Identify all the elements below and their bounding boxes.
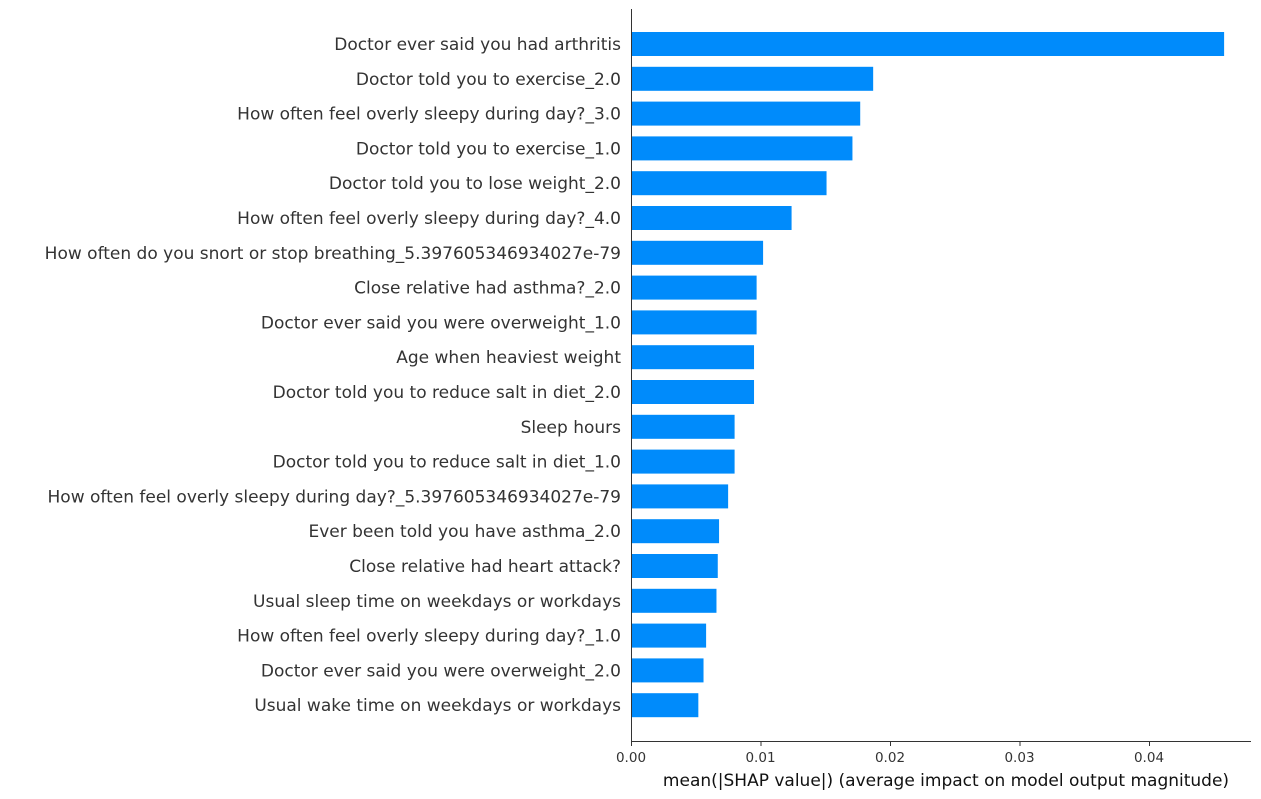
category-label-18: Doctor ever said you were overweight_2.0	[261, 661, 621, 681]
bar-16	[631, 588, 717, 613]
bar-15	[631, 554, 718, 578]
bar-18	[631, 658, 704, 683]
category-label-1: Doctor told you to exercise_2.0	[356, 70, 621, 90]
category-label-7: Close relative had asthma?_2.0	[354, 279, 621, 299]
x-axis-ticks: 0.00 0.01 0.02 0.03 0.04	[616, 741, 1164, 766]
category-label-19: Usual wake time on weekdays or workdays	[254, 696, 621, 716]
category-label-4: Doctor told you to lose weight_2.0	[329, 174, 621, 194]
category-label-6: How often do you snort or stop breathing…	[45, 244, 621, 264]
bar-10	[631, 380, 755, 404]
category-label-8: Doctor ever said you were overweight_1.0	[261, 313, 621, 333]
category-label-10: Doctor told you to reduce salt in diet_2…	[273, 383, 621, 403]
bar-13	[631, 484, 729, 509]
category-label-9: Age when heaviest weight	[396, 348, 621, 368]
bar-17	[631, 623, 707, 648]
bars-layer	[631, 32, 1225, 718]
bar-7	[631, 275, 757, 300]
category-label-0: Doctor ever said you had arthritis	[334, 35, 621, 55]
bar-4	[631, 171, 827, 196]
bar-14	[631, 519, 720, 544]
category-label-12: Doctor told you to reduce salt in diet_1…	[273, 453, 621, 473]
category-label-17: How often feel overly sleepy during day?…	[237, 627, 621, 647]
category-label-3: Doctor told you to exercise_1.0	[356, 139, 621, 159]
category-label-16: Usual sleep time on weekdays or workdays	[253, 592, 621, 612]
bar-5	[631, 206, 792, 230]
bar-19	[631, 693, 699, 718]
bar-9	[631, 345, 755, 370]
category-label-2: How often feel overly sleepy during day?…	[237, 105, 621, 125]
x-tick-label-3: 0.03	[1004, 750, 1034, 766]
x-tick-label-0: 0.00	[616, 750, 646, 766]
bar-2	[631, 101, 861, 126]
bar-11	[631, 414, 735, 439]
x-tick-label-1: 0.01	[745, 750, 775, 766]
x-tick-label-2: 0.02	[875, 750, 905, 766]
category-label-13: How often feel overly sleepy during day?…	[48, 487, 621, 507]
category-label-5: How often feel overly sleepy during day?…	[237, 209, 621, 229]
bar-6	[631, 240, 764, 265]
x-axis-title: mean(|SHAP value|) (average impact on mo…	[663, 771, 1229, 791]
bar-3	[631, 136, 853, 161]
category-label-14: Ever been told you have asthma_2.0	[308, 522, 621, 542]
bar-12	[631, 449, 735, 474]
x-tick-label-4: 0.04	[1134, 750, 1164, 766]
category-label-15: Close relative had heart attack?	[349, 557, 621, 577]
category-label-11: Sleep hours	[521, 418, 622, 438]
bar-8	[631, 310, 757, 335]
bar-0	[631, 32, 1225, 56]
category-labels: Doctor ever said you had arthritis Doctor…	[45, 35, 622, 716]
bar-1	[631, 66, 874, 91]
